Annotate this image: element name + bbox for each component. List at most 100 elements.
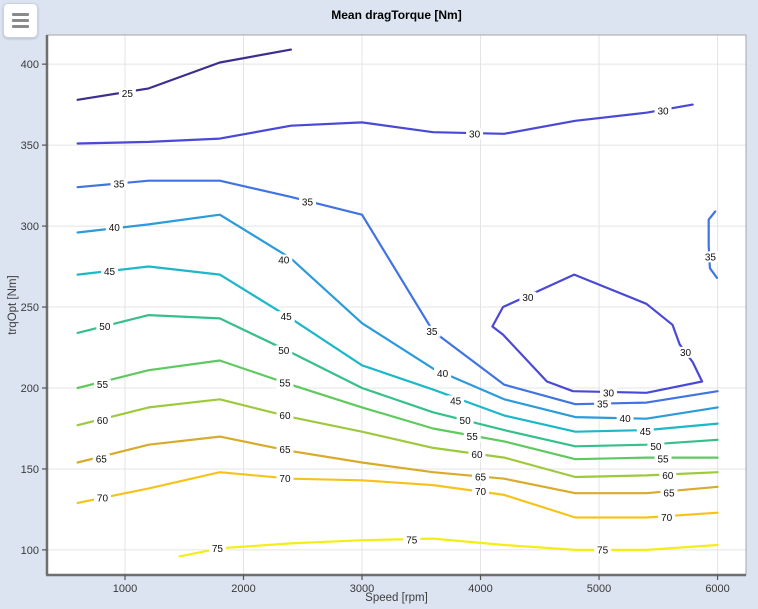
contour-label-35: 35 bbox=[302, 197, 314, 208]
contour-label-35: 35 bbox=[597, 400, 609, 411]
contour-label-60: 60 bbox=[471, 450, 483, 461]
contour-label-gap-60 bbox=[468, 448, 486, 460]
contour-label-gap-30 bbox=[519, 291, 537, 303]
contour-label-gap-55 bbox=[276, 377, 294, 389]
contour-label-30: 30 bbox=[469, 129, 481, 140]
contour-label-55: 55 bbox=[657, 455, 669, 466]
contour-label-50: 50 bbox=[460, 416, 472, 427]
contour-label-70: 70 bbox=[97, 494, 109, 505]
contour-label-30: 30 bbox=[603, 388, 615, 399]
contour-label-gap-65 bbox=[660, 487, 678, 499]
contour-label-gap-70 bbox=[93, 492, 111, 504]
contour-line-30 bbox=[76, 103, 694, 145]
contour-label-45: 45 bbox=[450, 396, 462, 407]
y-tick-label-150: 150 bbox=[21, 464, 39, 476]
contour-label-gap-60 bbox=[93, 414, 111, 426]
contour-label-60: 60 bbox=[662, 471, 674, 482]
contour-line-65 bbox=[76, 435, 719, 495]
contour-label-gap-35 bbox=[701, 251, 719, 263]
contour-label-70: 70 bbox=[661, 513, 673, 524]
contour-label-gap-35 bbox=[423, 325, 441, 337]
contour-label-55: 55 bbox=[279, 379, 291, 390]
contour-label-gap-70 bbox=[472, 486, 490, 498]
contour-line-35 bbox=[707, 210, 719, 279]
contour-label-gap-30 bbox=[466, 128, 484, 140]
contour-label-35: 35 bbox=[705, 252, 717, 263]
contour-label-65: 65 bbox=[663, 489, 675, 500]
hamburger-menu-icon bbox=[12, 25, 29, 28]
contour-label-gap-35 bbox=[298, 196, 316, 208]
y-tick-label-200: 200 bbox=[21, 383, 39, 395]
contour-label-30: 30 bbox=[657, 107, 669, 118]
y-tick-label-250: 250 bbox=[21, 302, 39, 314]
y-tick-label-100: 100 bbox=[21, 545, 39, 557]
x-axis-label: Speed [rpm] bbox=[365, 592, 428, 604]
contour-label-gap-60 bbox=[659, 469, 677, 481]
contour-label-gap-45 bbox=[447, 395, 465, 407]
contour-label-65: 65 bbox=[279, 445, 291, 456]
contour-label-gap-55 bbox=[463, 431, 481, 443]
hamburger-menu-button[interactable] bbox=[3, 3, 38, 38]
contour-label-gap-30 bbox=[677, 346, 695, 358]
chart-title: Mean dragTorque [Nm] bbox=[331, 8, 462, 22]
contour-label-40: 40 bbox=[278, 256, 290, 267]
contour-label-50: 50 bbox=[650, 442, 662, 453]
x-tick-label-5000: 5000 bbox=[587, 583, 611, 595]
contour-label-60: 60 bbox=[279, 411, 291, 422]
contour-label-50: 50 bbox=[99, 322, 111, 333]
contour-label-gap-40 bbox=[434, 367, 452, 379]
contour-label-gap-35 bbox=[594, 398, 612, 410]
contour-label-gap-65 bbox=[276, 444, 294, 456]
contour-label-60: 60 bbox=[97, 416, 109, 427]
contour-label-gap-50 bbox=[647, 440, 665, 452]
y-axis-label: trqOpt [Nm] bbox=[7, 275, 19, 335]
contour-label-50: 50 bbox=[278, 346, 290, 357]
contour-label-35: 35 bbox=[113, 179, 125, 190]
contour-label-45: 45 bbox=[640, 427, 652, 438]
contour-label-gap-45 bbox=[277, 311, 295, 323]
contour-line-70 bbox=[76, 471, 719, 519]
contour-label-gap-55 bbox=[654, 453, 672, 465]
contour-label-gap-70 bbox=[276, 473, 294, 485]
contour-line-60 bbox=[76, 398, 719, 479]
contour-label-35: 35 bbox=[426, 327, 438, 338]
contour-line-50 bbox=[76, 314, 719, 448]
hamburger-menu-icon bbox=[12, 19, 29, 22]
y-tick-label-350: 350 bbox=[21, 140, 39, 152]
contour-label-gap-25 bbox=[118, 87, 136, 99]
contour-label-55: 55 bbox=[467, 432, 479, 443]
contour-label-gap-60 bbox=[276, 410, 294, 422]
contour-label-45: 45 bbox=[281, 312, 293, 323]
hamburger-menu-icon bbox=[12, 13, 29, 16]
contour-label-gap-45 bbox=[101, 265, 119, 277]
contour-label-40: 40 bbox=[620, 414, 632, 425]
contour-label-55: 55 bbox=[97, 380, 109, 391]
x-tick-label-1000: 1000 bbox=[113, 583, 137, 595]
y-tick-label-400: 400 bbox=[21, 59, 39, 71]
contour-label-40: 40 bbox=[437, 369, 449, 380]
contour-label-gap-45 bbox=[636, 426, 654, 438]
contour-label-30: 30 bbox=[522, 293, 534, 304]
contour-line-45 bbox=[76, 265, 719, 433]
contour-label-65: 65 bbox=[96, 455, 108, 466]
contour-label-gap-50 bbox=[275, 345, 293, 357]
x-tick-label-2000: 2000 bbox=[231, 583, 255, 595]
contour-label-70: 70 bbox=[475, 487, 487, 498]
contour-line-25 bbox=[76, 48, 292, 101]
contour-label-gap-50 bbox=[96, 320, 114, 332]
contour-label-75: 75 bbox=[597, 545, 609, 556]
contour-line-55 bbox=[76, 359, 719, 461]
contour-label-gap-75 bbox=[403, 534, 421, 546]
contour-label-30: 30 bbox=[680, 348, 692, 359]
contour-label-40: 40 bbox=[109, 223, 121, 234]
contour-label-gap-65 bbox=[472, 471, 490, 483]
contour-label-65: 65 bbox=[475, 473, 487, 484]
contour-label-70: 70 bbox=[279, 474, 291, 485]
x-tick-label-3000: 3000 bbox=[350, 583, 374, 595]
y-tick-label-300: 300 bbox=[21, 221, 39, 233]
contour-label-45: 45 bbox=[104, 267, 116, 278]
contour-label-75: 75 bbox=[212, 544, 224, 555]
contour-label-gap-40 bbox=[616, 413, 634, 425]
